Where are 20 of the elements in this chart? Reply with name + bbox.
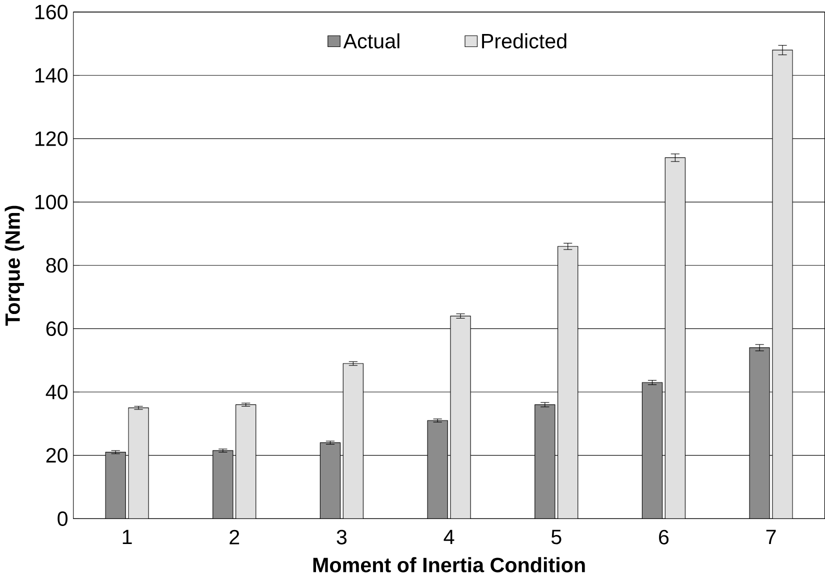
y-tick-label: 160	[35, 4, 68, 20]
x-tick-label: 6	[659, 530, 669, 544]
x-axis-title: Moment of Inertia Condition	[313, 557, 585, 572]
y-tick-label: 20	[46, 448, 68, 463]
x-tick-label: 5	[551, 530, 562, 544]
legend-label: Actual	[343, 33, 400, 48]
x-tick-label: 4	[444, 530, 454, 544]
y-tick-label: 0	[58, 511, 68, 526]
y-tick-label: 60	[46, 321, 68, 336]
x-tick-label: 7	[766, 530, 776, 544]
x-tick-label: 3	[336, 530, 347, 544]
x-tick-label: 1	[122, 530, 132, 544]
y-tick-label: 100	[35, 194, 68, 210]
y-axis-title: Torque (Nm)	[4, 206, 24, 326]
y-tick-label: 140	[35, 68, 68, 83]
y-tick-label: 80	[46, 258, 68, 273]
y-tick-label: 120	[35, 131, 68, 146]
x-tick-label: 2	[230, 530, 240, 544]
y-tick-label: 40	[46, 384, 68, 400]
legend-label: Predicted	[482, 33, 566, 48]
